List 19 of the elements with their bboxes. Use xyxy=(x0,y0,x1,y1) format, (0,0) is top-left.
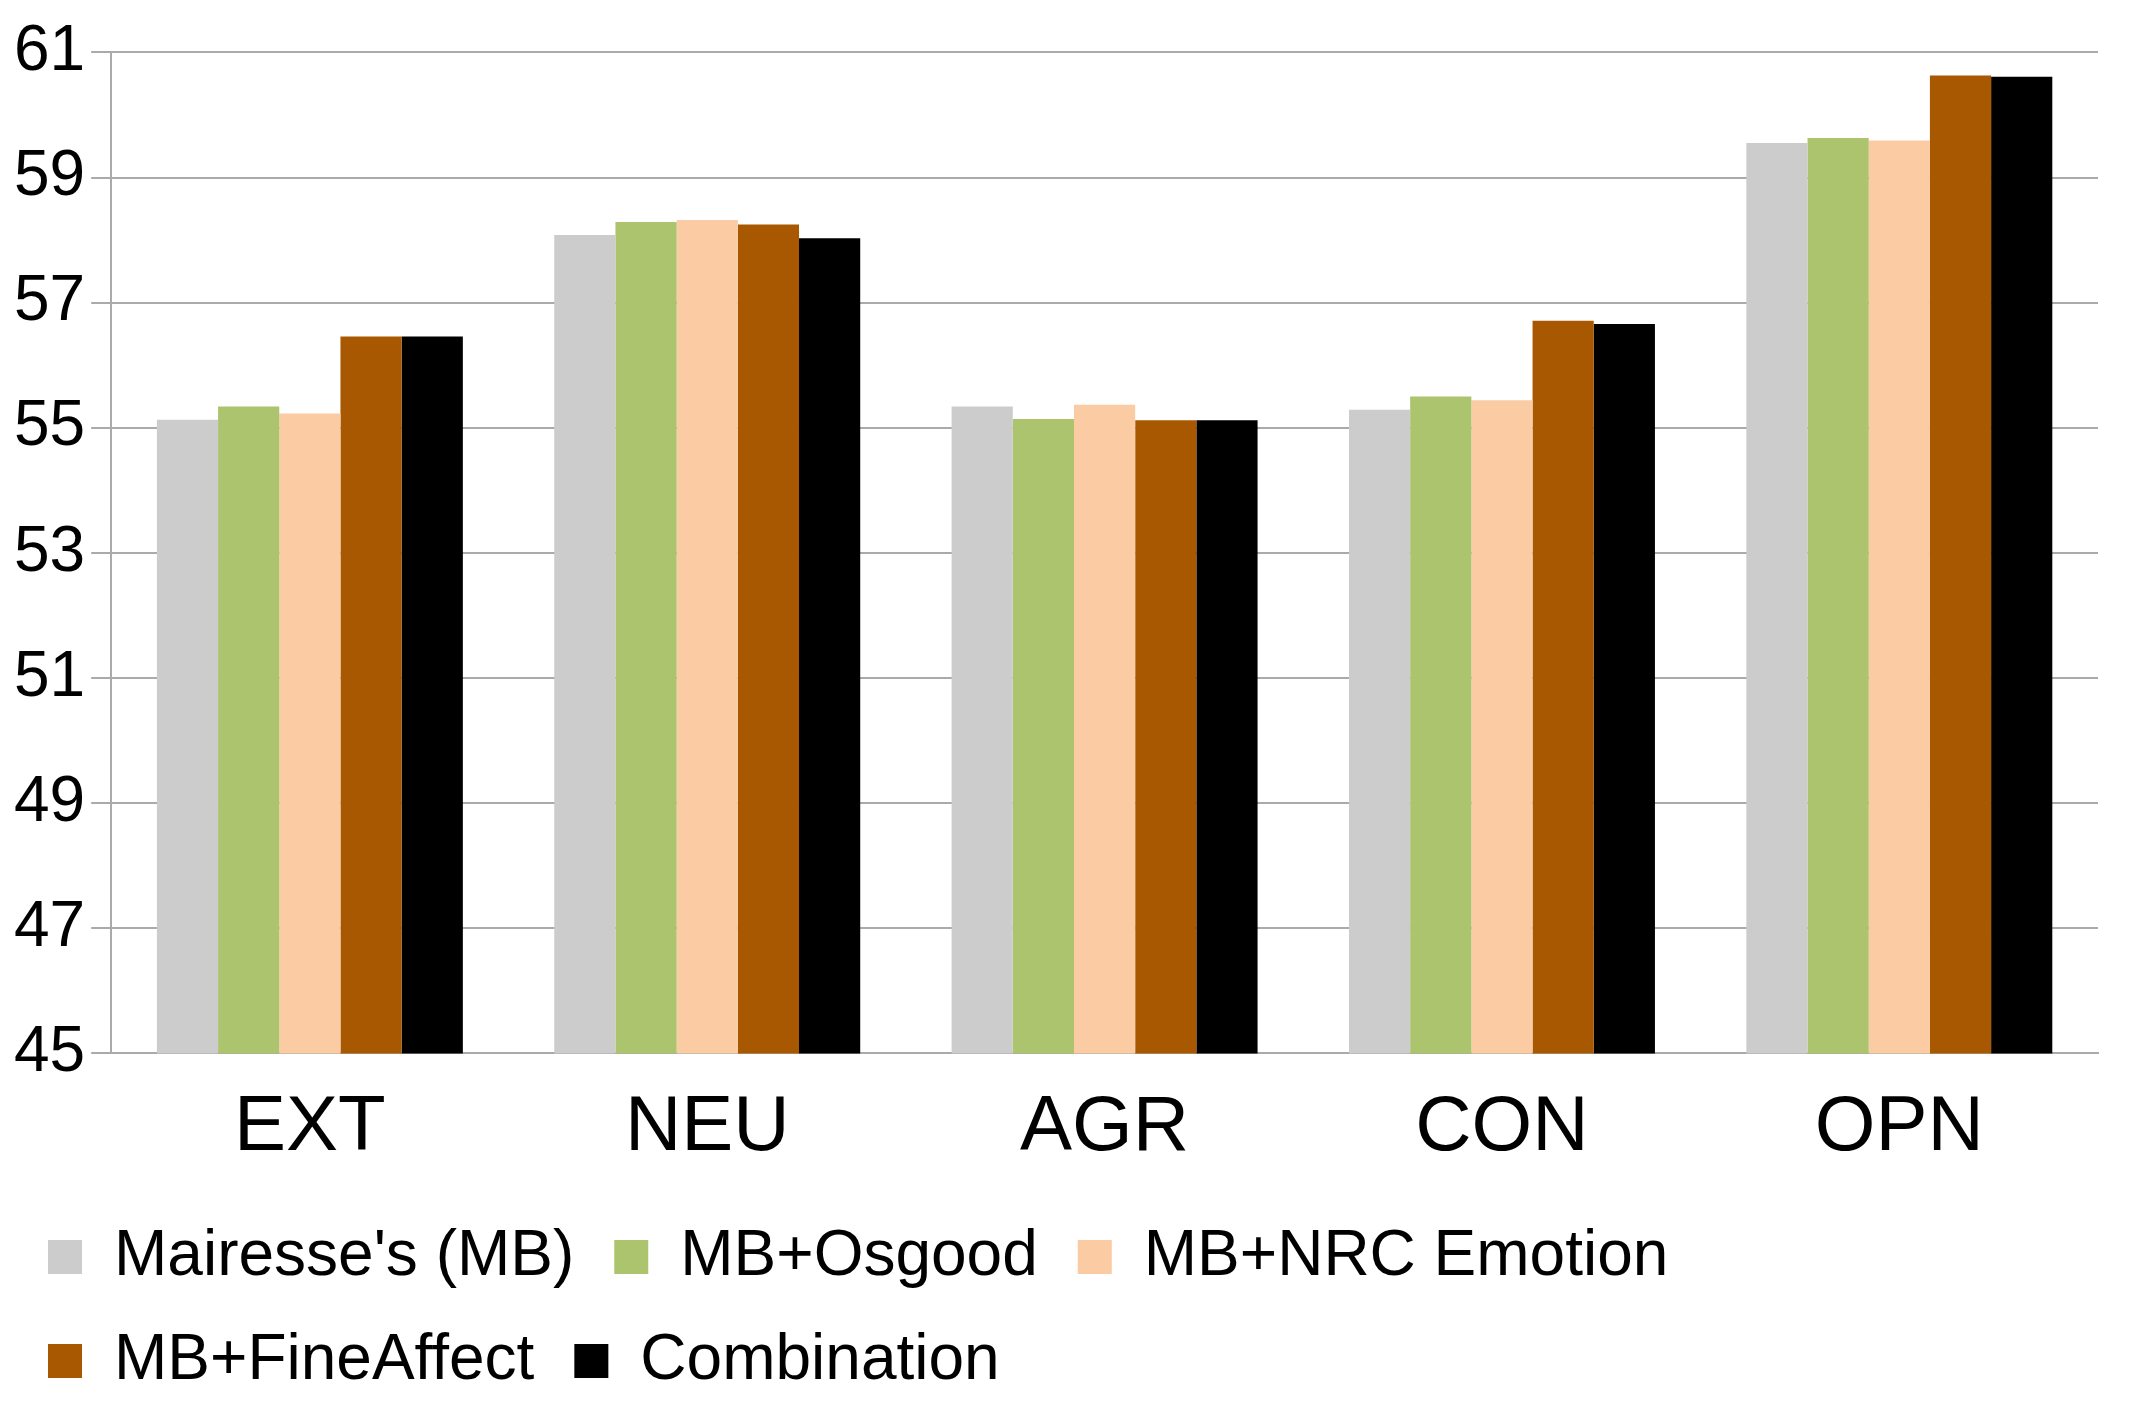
legend-label: Mairesse's (MB) xyxy=(114,1216,575,1289)
x-tick-label: NEU xyxy=(624,1078,790,1167)
y-tick-label: 51 xyxy=(14,637,86,710)
y-tick-label: 47 xyxy=(14,887,86,960)
x-tick-label: OPN xyxy=(1814,1078,1984,1167)
y-tick-label: 53 xyxy=(14,512,86,585)
y-tick-label: 45 xyxy=(14,1013,86,1086)
legend-label: MB+Osgood xyxy=(680,1216,1038,1289)
legend-label: MB+FineAffect xyxy=(114,1320,535,1393)
y-tick-label: 55 xyxy=(14,387,86,460)
y-tick-label: 57 xyxy=(14,262,86,335)
x-tick-label: EXT xyxy=(234,1078,386,1167)
legend-label: MB+NRC Emotion xyxy=(1143,1216,1669,1289)
y-tick-label: 59 xyxy=(14,137,86,210)
y-tick-label: 49 xyxy=(14,762,86,835)
x-tick-label: AGR xyxy=(1020,1078,1190,1167)
y-tick-label: 61 xyxy=(14,12,86,85)
legend-label: Combination xyxy=(640,1320,1000,1393)
x-tick-label: CON xyxy=(1415,1078,1589,1167)
